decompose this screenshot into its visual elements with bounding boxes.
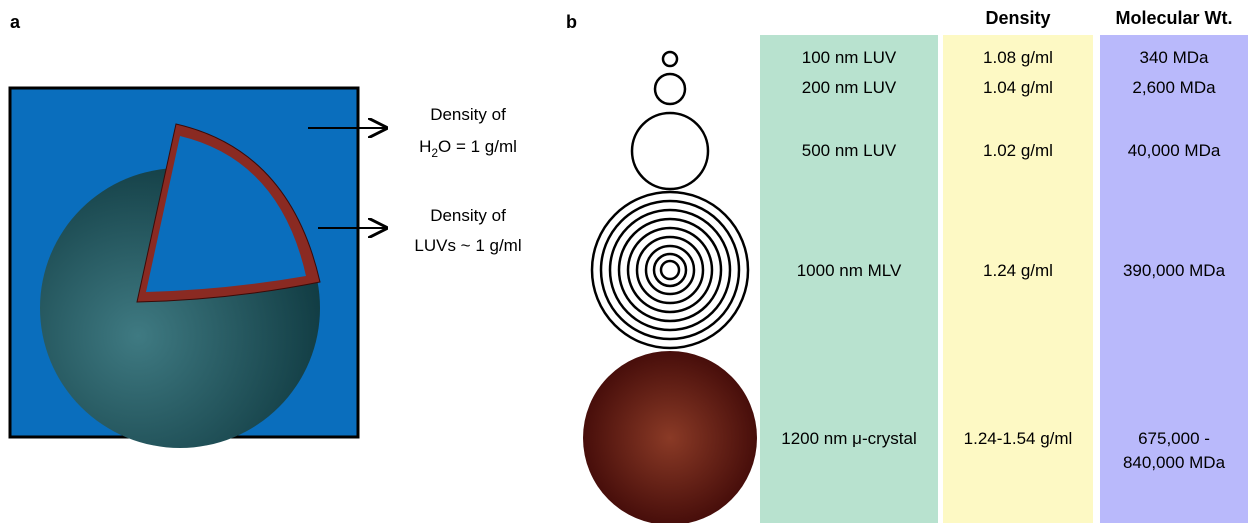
row-molecular-weight: 840,000 MDa	[1123, 453, 1226, 472]
row-density: 1.04 g/ml	[983, 78, 1053, 97]
annotation-part: H	[419, 137, 431, 156]
row-molecular-weight: 40,000 MDa	[1128, 141, 1221, 160]
row-name: 1200 nm μ-crystal	[781, 429, 916, 448]
annotation: LUVs ~ 1 g/ml	[414, 236, 521, 255]
row-molecular-weight: 390,000 MDa	[1123, 261, 1226, 280]
panel-label: a	[10, 12, 21, 32]
row-molecular-weight: 675,000 -	[1138, 429, 1210, 448]
icon-500	[632, 113, 708, 189]
row-name: 500 nm LUV	[802, 141, 897, 160]
row-density: 1.08 g/ml	[983, 48, 1053, 67]
row-name: 200 nm LUV	[802, 78, 897, 97]
row-density: 1.24 g/ml	[983, 261, 1053, 280]
figure: a Density of H2O = 1 g/ml Density of LUV…	[0, 0, 1248, 523]
icon-200	[655, 74, 685, 104]
annotation-part: O = 1 g/ml	[438, 137, 517, 156]
row-name: 1000 nm MLV	[797, 261, 902, 280]
annotation: Density of	[430, 206, 506, 225]
column-header: Molecular Wt.	[1115, 8, 1232, 28]
icon-crystal	[583, 351, 757, 523]
icon-mlv	[592, 192, 748, 348]
row-molecular-weight: 2,600 MDa	[1132, 78, 1216, 97]
annotation: Density of	[430, 105, 506, 124]
row-density: 1.02 g/ml	[983, 141, 1053, 160]
vesicle-icons	[592, 52, 748, 348]
row-name: 100 nm LUV	[802, 48, 897, 67]
row-molecular-weight: 340 MDa	[1140, 48, 1210, 67]
column-header: Density	[985, 8, 1050, 28]
row-density: 1.24-1.54 g/ml	[964, 429, 1073, 448]
icon-100	[663, 52, 677, 66]
panel-label: b	[566, 12, 577, 32]
annotation: H2O = 1 g/ml	[419, 137, 517, 160]
